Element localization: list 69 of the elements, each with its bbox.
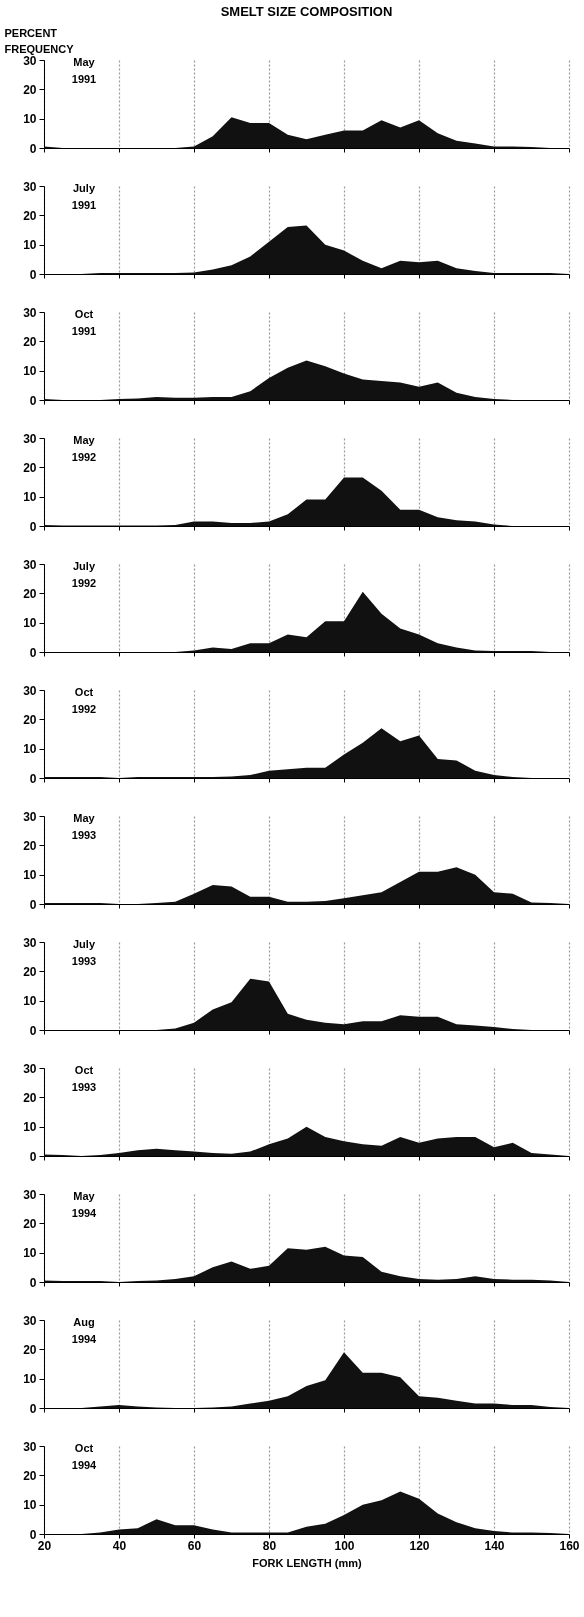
y-tick-label: 20	[23, 82, 37, 97]
x-tick-label: 60	[187, 1538, 202, 1553]
y-tick-label: 30	[23, 683, 37, 698]
y-tick-label: 20	[23, 586, 37, 601]
y-tick-label: 20	[23, 712, 37, 727]
annotation: July 1991	[71, 182, 97, 211]
y-tick-label: 20	[23, 964, 37, 979]
x-tick-label: 160	[559, 1538, 580, 1553]
annotation: Oct 1991	[71, 308, 97, 337]
annotation: Oct 1992	[71, 686, 97, 715]
y-tick-label: 20	[23, 460, 37, 475]
annotation: May 1994	[71, 1190, 98, 1219]
y-tick-label: 20	[23, 334, 37, 349]
x-tick-label: 140	[484, 1538, 505, 1553]
y-axis-title: PERCENT FREQUENCY	[4, 26, 75, 55]
annotation: Oct 1993	[71, 1064, 97, 1093]
annotation: Oct 1994	[71, 1442, 98, 1471]
annotation: May 1991	[71, 56, 97, 85]
y-tick-label: 0	[29, 1023, 37, 1038]
y-tick-label: 0	[29, 771, 37, 786]
y-tick-label: 30	[23, 1061, 37, 1076]
x-tick-label: 40	[112, 1538, 127, 1553]
y-tick-label: 0	[29, 519, 37, 534]
y-tick-label: 30	[23, 431, 37, 446]
y-tick-label: 10	[23, 1498, 37, 1513]
y-tick-label: 30	[23, 305, 37, 320]
y-tick-label: 20	[23, 1342, 37, 1357]
x-tick-label: 120	[409, 1538, 430, 1553]
y-tick-label: 30	[23, 1313, 37, 1328]
annotation: May 1993	[71, 812, 97, 841]
y-tick-label: 30	[23, 179, 37, 194]
y-tick-label: 0	[29, 1401, 37, 1416]
y-tick-label: 20	[23, 208, 37, 223]
y-tick-label: 30	[23, 935, 37, 950]
annotation: Aug 1994	[71, 1316, 98, 1345]
y-tick-label: 10	[23, 112, 37, 127]
y-tick-label: 10	[23, 364, 37, 379]
y-tick-label: 10	[23, 1120, 37, 1135]
y-tick-label: 0	[29, 1527, 37, 1542]
x-tick-label: 80	[262, 1538, 277, 1553]
y-tick-label: 0	[29, 267, 37, 282]
y-tick-label: 0	[29, 1275, 37, 1290]
y-tick-label: 10	[23, 742, 37, 757]
y-tick-label: 20	[23, 1090, 37, 1105]
y-tick-label: 10	[23, 238, 37, 253]
y-tick-label: 20	[23, 838, 37, 853]
y-tick-label: 30	[23, 809, 37, 824]
y-tick-label: 0	[29, 897, 37, 912]
y-tick-label: 20	[23, 1216, 37, 1231]
y-tick-label: 10	[23, 490, 37, 505]
y-tick-label: 10	[23, 616, 37, 631]
annotation: May 1992	[71, 434, 97, 463]
y-tick-label: 0	[29, 393, 37, 408]
y-tick-label: 0	[29, 1149, 37, 1164]
y-tick-label: 20	[23, 1468, 37, 1483]
y-tick-label: 30	[23, 1439, 37, 1454]
y-tick-label: 0	[29, 141, 37, 156]
chart-title: SMELT SIZE COMPOSITION	[220, 4, 393, 19]
annotation: July 1992	[71, 560, 97, 589]
y-tick-label: 30	[23, 1187, 37, 1202]
x-tick-label: 100	[334, 1538, 355, 1553]
y-tick-label: 30	[23, 557, 37, 572]
y-tick-label: 10	[23, 994, 37, 1009]
y-tick-label: 0	[29, 645, 37, 660]
y-tick-label: 10	[23, 1372, 37, 1387]
y-tick-label: 10	[23, 868, 37, 883]
annotation: July 1993	[71, 938, 97, 967]
x-axis-title: FORK LENGTH (mm)	[252, 1556, 363, 1569]
y-tick-label: 10	[23, 1246, 37, 1261]
